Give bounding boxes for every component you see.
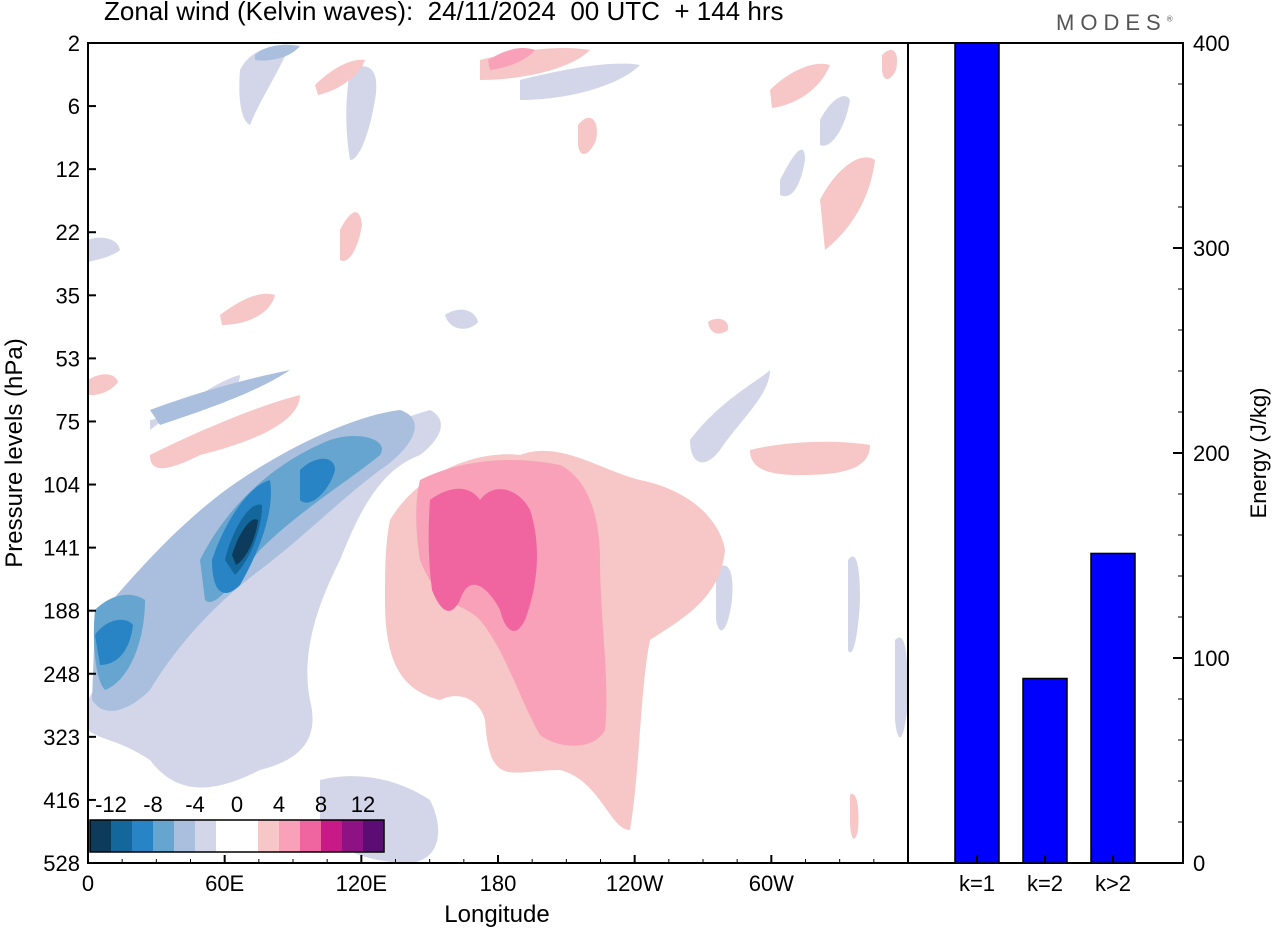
neg-contour-d5 (95, 619, 133, 665)
energy-bars: 0 100 200 300 400 k=1 k=2 k>2 (907, 31, 1230, 896)
colorbar-swatch (342, 820, 363, 852)
neg-contour-l13 (716, 565, 733, 631)
y-tick-label: 188 (43, 599, 80, 624)
pos-contour-m3 (488, 48, 535, 70)
neg-contour-l8 (780, 149, 805, 197)
colorbar-swatch (258, 820, 279, 852)
colorbar-swatch (132, 820, 153, 852)
y-tick-label: 75 (56, 409, 80, 434)
energy-tick-label: 100 (1193, 646, 1230, 671)
colorbar-frame (89, 819, 385, 853)
colorbar-label: -12 (95, 792, 127, 817)
wind-contour-field (88, 44, 908, 863)
pos-contour-l7 (220, 293, 275, 325)
colorbar-label: -8 (143, 792, 163, 817)
pos-contour-l2 (150, 395, 300, 469)
x-tick-label: 0 (82, 871, 94, 896)
neg-contour-l1 (88, 410, 441, 788)
brand-text: MODES (1056, 10, 1167, 35)
pos-contour-m2 (428, 488, 537, 631)
neg-contour-l9 (445, 309, 478, 329)
y-tick-label: 22 (56, 220, 80, 245)
colorbar-swatch (363, 820, 384, 852)
colorbar-label: 0 (231, 792, 243, 817)
x-tick-label: 120W (606, 871, 664, 896)
y-tick-label: 528 (43, 851, 80, 876)
colorbar-swatch (279, 820, 300, 852)
colorbar-swatch (237, 820, 258, 852)
brand-mark: ® (1166, 14, 1173, 24)
neg-contour-l12 (848, 556, 860, 653)
y-tick-label: 12 (56, 157, 80, 182)
x-tick-label: 60W (749, 871, 794, 896)
neg-contour-l11 (88, 237, 120, 262)
x-axis-title: Longitude (444, 901, 549, 928)
neg-contour-l4 (239, 45, 290, 125)
energy-axis-title: Energy (J/kg) (1246, 388, 1271, 519)
energy-bar (1090, 552, 1136, 864)
bar-category-label: k=2 (1027, 871, 1063, 896)
energy-tick-label: 400 (1193, 31, 1230, 56)
pos-contour-l12 (708, 318, 729, 334)
y-tick-label: 53 (56, 346, 80, 371)
neg-contour-l14 (895, 637, 908, 738)
y-tick-label: 104 (43, 473, 80, 498)
colorbar-swatch (195, 820, 216, 852)
pos-contour-l10 (770, 63, 830, 108)
neg-contour-l6 (520, 63, 640, 100)
bar-category-label: k=1 (959, 871, 995, 896)
neg-contour-l5 (346, 66, 377, 160)
x-tick-label: 180 (480, 871, 517, 896)
pos-contour-l5 (315, 59, 365, 95)
y-tick-label: 248 (43, 662, 80, 687)
y-tick-label: 35 (56, 283, 80, 308)
energy-tick-label: 0 (1193, 851, 1205, 876)
colorbar-swatch (174, 820, 195, 852)
energy-tick-label: 200 (1193, 441, 1230, 466)
neg-contour-l7 (820, 96, 850, 146)
neg-contour-l3 (690, 370, 770, 463)
pos-contour-l9 (578, 117, 597, 155)
pos-contour-l6 (820, 157, 875, 250)
colorbar-swatch (153, 820, 174, 852)
y-tick-label: 416 (43, 788, 80, 813)
modes-logo: MODES® (1056, 10, 1173, 36)
y-tick-label: 6 (68, 94, 80, 119)
colorbar-label: 8 (315, 792, 327, 817)
neg-contour-d7 (232, 519, 258, 565)
x-tick-label: 120E (336, 871, 387, 896)
bar-category-label: k>2 (1095, 871, 1131, 896)
pos-contour-l3 (750, 441, 870, 475)
neg-contour-d4 (300, 458, 335, 503)
colorbar-swatch (216, 820, 237, 852)
energy-bar (1022, 677, 1068, 864)
chart-title: Zonal wind (Kelvin waves): 24/11/2024 00… (104, 0, 784, 26)
pos-contour-l11 (88, 374, 118, 396)
x-tick-label: 60E (205, 871, 244, 896)
pos-contour-l14 (882, 50, 898, 79)
energy-bar (954, 42, 1000, 864)
energy-tick-label: 300 (1193, 236, 1230, 261)
colorbar-swatch (111, 820, 132, 852)
colorbar-label: 4 (273, 792, 285, 817)
y-tick-label: 141 (43, 536, 80, 561)
y-tick-label: 2 (68, 31, 80, 56)
colorbar-swatch (321, 820, 342, 852)
neg-contour-m3 (255, 44, 300, 61)
y-tick-label: 323 (43, 725, 80, 750)
y-axis-title: Pressure levels (hPa) (1, 338, 28, 567)
pos-contour-l8 (340, 212, 362, 261)
colorbar-swatch (300, 820, 321, 852)
colorbar-label: 12 (351, 792, 375, 817)
colorbar-swatch (90, 820, 111, 852)
colorbar-label: -4 (185, 792, 205, 817)
colorbar: -12 -8 -4 0 4 8 12 (89, 792, 385, 853)
pos-contour-l13 (850, 794, 859, 839)
neg-contour-m2 (150, 370, 290, 425)
